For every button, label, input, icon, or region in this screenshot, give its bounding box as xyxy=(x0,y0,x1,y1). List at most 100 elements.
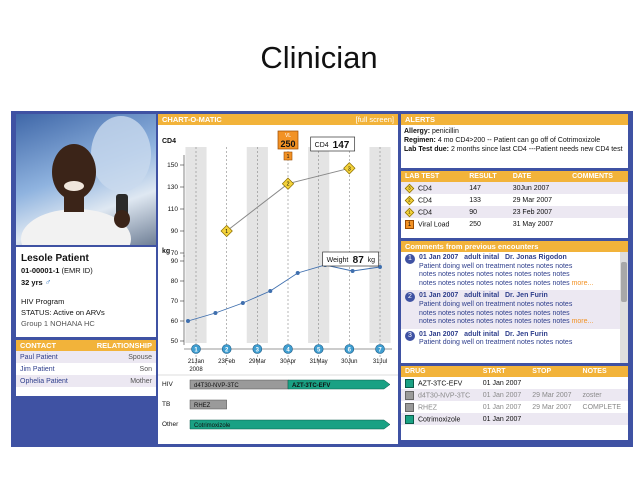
weight-point[interactable] xyxy=(350,269,355,273)
lab-badge-number: 1 xyxy=(407,210,411,215)
timeline-date-label: 21Jan xyxy=(188,359,204,365)
lab-test-cell: 1 Viral Load xyxy=(401,218,465,230)
cd4-tick-label: 70 xyxy=(171,250,179,257)
encounter-number-icon: 2 xyxy=(405,292,415,303)
encounter-circle[interactable] xyxy=(283,344,293,354)
tb-regimen-bar[interactable] xyxy=(189,399,227,410)
slide-title: Clinician xyxy=(260,40,378,75)
inactive-drug-swatch-icon xyxy=(405,402,414,412)
active-drug-swatch-icon xyxy=(405,378,414,388)
drug-column-header: NOTES xyxy=(578,366,628,377)
cd4-point-diamond[interactable] xyxy=(343,162,356,175)
inactive-drug-swatch-icon xyxy=(405,390,414,400)
other-regimen-label: Cotrimoxizole xyxy=(194,423,231,429)
lab-date: 29 Mar 2007 xyxy=(512,196,553,204)
encounter-type: adult inital xyxy=(464,254,500,261)
cd4-tick-label: 130 xyxy=(167,184,178,191)
alert-regimen: Regimen: 4 mo CD4>200 -- Patient can go … xyxy=(404,137,601,144)
lab-test-name: Viral Load xyxy=(418,220,450,228)
cd4-callout xyxy=(310,136,356,152)
drug-name-cell: d4T30-NVP-3TC xyxy=(401,389,479,401)
encounters-scrollbar[interactable] xyxy=(620,252,628,363)
lab-comments xyxy=(568,206,628,218)
contact-row[interactable]: Ophelia Patient Mother xyxy=(16,375,156,387)
drug-row[interactable]: RHEZ 01 Jan 2007 29 Mar 2007 COMPLETE xyxy=(401,401,628,413)
drug-notes: COMPLETE xyxy=(582,403,622,411)
lab-date: 30Jun 2007 xyxy=(508,182,569,194)
lab-row[interactable]: 1 Viral Load 250 31 May 2007 xyxy=(401,218,628,230)
weight-point[interactable] xyxy=(268,289,273,293)
lab-badge-number: 2 xyxy=(407,198,411,203)
encounter-note: Patient doing well on treatment notes no… xyxy=(419,339,573,347)
lab-date: 23 Feb 2007 xyxy=(508,206,569,218)
contact-relationship: Spouse xyxy=(105,351,156,363)
contact-row[interactable]: Paul Patient Spouse xyxy=(16,351,156,363)
weight-point[interactable] xyxy=(295,271,300,275)
more-link[interactable]: more... xyxy=(571,279,594,287)
drug-notes xyxy=(579,377,628,389)
encounter-number-icon: 3 xyxy=(405,330,415,341)
hiv-new-regimen-bar[interactable] xyxy=(287,379,391,390)
lab-row[interactable]: 3 CD4 147 30Jun 2007 xyxy=(401,182,628,194)
lab-result: 133 xyxy=(469,196,481,204)
encounter-heading: 01 Jan 2007 adult inital Dr. Jen Furin xyxy=(419,292,617,301)
vl-label: VL xyxy=(285,133,291,139)
scrollbar-thumb[interactable] xyxy=(621,262,627,302)
contact-row[interactable]: Jim Patient Son xyxy=(16,363,156,375)
encounter-circle[interactable] xyxy=(313,344,324,354)
more-link[interactable]: more... xyxy=(571,318,594,326)
cd4-diamond-icon: 1 xyxy=(404,207,415,217)
cd4-point-diamond[interactable] xyxy=(281,177,295,190)
encounter-circle[interactable] xyxy=(344,344,355,354)
lab-test-name: CD4 xyxy=(418,196,433,204)
cd4-tick-label: 150 xyxy=(167,162,178,169)
encounter-note: Patient doing well on treatment notes no… xyxy=(419,262,573,270)
lab-badge-number: 3 xyxy=(407,186,411,191)
timeline-date-label: 30Jun xyxy=(341,359,357,365)
drug-name-cell: Cotrimoxizole xyxy=(401,413,479,425)
encounter-circle[interactable] xyxy=(375,344,385,354)
patient-photo xyxy=(16,114,156,245)
weight-point[interactable] xyxy=(186,319,190,323)
weight-tick-label: 50 xyxy=(171,338,179,345)
lab-column-header: COMMENTS xyxy=(568,171,628,182)
weight-point[interactable] xyxy=(213,311,218,315)
drug-start: 01 Jan 2007 xyxy=(478,389,529,401)
viral-load-callout[interactable] xyxy=(277,130,299,150)
drug-column-header: DRUG xyxy=(401,366,479,377)
encounter-circle[interactable] xyxy=(221,344,232,354)
drug-row[interactable]: Cotrimoxizole 01 Jan 2007 xyxy=(401,413,628,425)
contact-name: Jim Patient xyxy=(20,365,55,373)
cd4-axis-label: CD4 xyxy=(162,138,176,145)
weight-callout-label: Weight xyxy=(327,257,349,264)
encounter-note: notes notes notes notes notes notes note… xyxy=(419,271,570,279)
lab-test-name: CD4 xyxy=(418,208,433,216)
encounter-item[interactable]: 1 01 Jan 2007 adult inital Dr. Jonas Rigo… xyxy=(401,252,620,290)
lab-row[interactable]: 1 CD4 90 23 Feb 2007 xyxy=(401,206,628,218)
lab-column-header: LAB TEST xyxy=(401,171,466,182)
lab-row[interactable]: 2 CD4 133 29 Mar 2007 xyxy=(401,194,628,206)
encounters-list[interactable]: 1 01 Jan 2007 adult inital Dr. Jonas Rigo… xyxy=(401,252,620,363)
weight-point[interactable] xyxy=(240,301,245,305)
timeline-year-label: 2008 xyxy=(189,367,203,373)
other-row-label: Other xyxy=(162,421,179,428)
lab-result: 90 xyxy=(465,206,509,218)
cd4-point-diamond[interactable] xyxy=(220,224,233,238)
other-regimen-bar[interactable] xyxy=(189,419,391,430)
person-photo-icon xyxy=(21,116,151,245)
weight-line xyxy=(187,264,381,322)
encounter-circle[interactable] xyxy=(252,344,263,354)
full-screen-link[interactable]: [full screen] xyxy=(355,115,394,124)
drug-row[interactable]: d4T30-NVP-3TC 01 Jan 2007 29 Mar 2007 zoste… xyxy=(401,389,628,401)
encounter-circle-number: 2 xyxy=(225,348,229,354)
alert-lab-test: Lab Test due: 2 months since last CD4 --… xyxy=(404,146,623,153)
encounter-item[interactable]: 3 01 Jan 2007 adult inital Dr. Jen Furin P… xyxy=(401,329,620,350)
drug-row[interactable]: AZT-3TC-EFV 01 Jan 2007 xyxy=(401,377,628,389)
encounter-date: 01 Jan 2007 xyxy=(419,292,459,300)
encounter-date: 01 Jan 2007 xyxy=(419,254,459,261)
cd4-callout-value: 147 xyxy=(333,140,350,151)
encounter-circle[interactable] xyxy=(191,344,201,354)
encounter-item[interactable]: 2 01 Jan 2007 adult inital Dr. Jen Furin P… xyxy=(401,290,620,329)
drug-column-header: STOP xyxy=(528,366,579,377)
